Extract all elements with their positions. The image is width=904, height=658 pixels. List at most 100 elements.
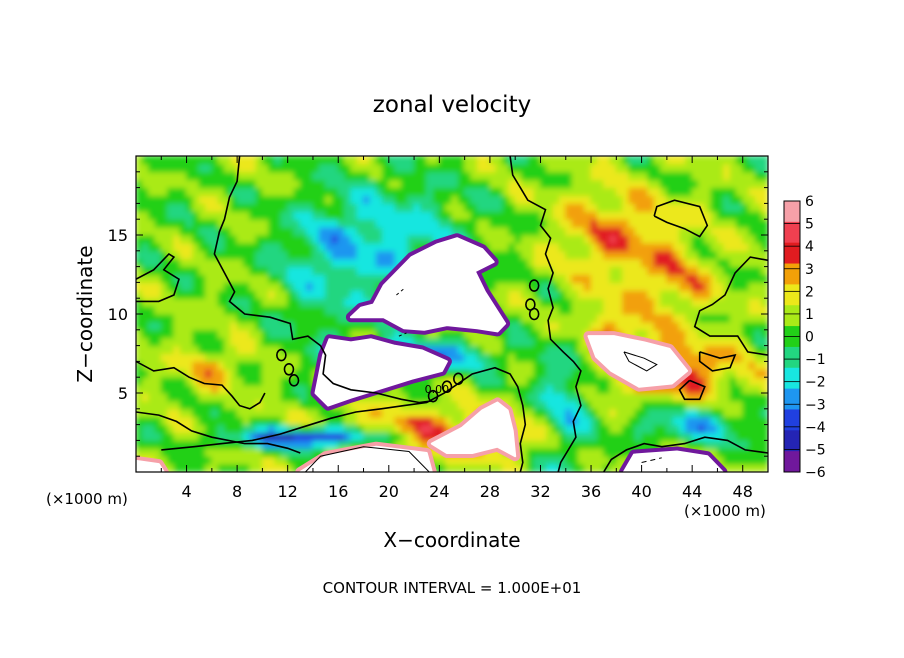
heat-cell (647, 297, 655, 307)
heat-cell (363, 258, 371, 268)
heat-cell (470, 337, 478, 347)
heat-cell (154, 289, 162, 299)
heat-cell (457, 226, 466, 236)
heat-cell (628, 179, 636, 189)
heat-cell (577, 242, 586, 252)
heat-cell (217, 258, 225, 268)
heat-cell (445, 400, 453, 410)
heat-cell (419, 392, 428, 402)
heat-cell (609, 250, 617, 260)
heat-cell (521, 258, 529, 268)
heat-cell (666, 258, 674, 268)
heat-cell (539, 447, 548, 457)
heat-cell (167, 195, 175, 204)
heat-cell (489, 234, 497, 244)
heat-cell (685, 416, 693, 426)
heat-cell (704, 384, 712, 394)
heat-cell (508, 226, 516, 236)
heat-cell (223, 392, 232, 402)
heat-cell (179, 163, 188, 173)
heat-cell (287, 281, 295, 291)
heat-cell (331, 202, 339, 212)
heat-cell (325, 163, 333, 173)
heat-cell (299, 376, 308, 386)
heat-cell (704, 416, 712, 426)
heat-cell (697, 234, 706, 244)
heat-cell (754, 368, 763, 378)
heat-cell (514, 195, 523, 204)
heat-cell (211, 289, 219, 299)
heat-cell (242, 297, 251, 307)
heat-cell (274, 258, 282, 268)
heat-cell (274, 337, 282, 347)
heat-cell (148, 329, 156, 339)
heat-cell (710, 218, 718, 228)
heat-cell (723, 424, 731, 433)
heat-cell (590, 360, 598, 370)
heat-cell (363, 289, 371, 299)
heat-cell (445, 171, 453, 181)
heat-cell (287, 234, 295, 244)
heat-cell (179, 416, 188, 426)
heat-cell (609, 274, 617, 283)
heat-cell (546, 202, 554, 212)
heat-cell (350, 195, 358, 204)
heat-cell (679, 156, 687, 165)
heat-cell (679, 337, 687, 347)
heat-cell (489, 455, 497, 465)
heat-cell (754, 195, 763, 204)
heat-cell (344, 416, 352, 426)
heat-cell (230, 274, 238, 283)
heat-cell (230, 210, 238, 220)
heat-cell (723, 297, 731, 307)
heat-cell (236, 337, 244, 347)
heat-cell (192, 281, 200, 291)
heat-cell (141, 384, 150, 394)
heat-cell (748, 416, 756, 426)
heat-cell (419, 226, 428, 236)
heat-cell (666, 210, 674, 220)
heat-cell (186, 376, 194, 386)
heat-cell (381, 195, 390, 204)
heat-cell (274, 368, 282, 378)
heat-cell (363, 195, 371, 204)
heat-cell (723, 195, 731, 204)
heat-cell (306, 250, 314, 260)
heat-cell (622, 313, 630, 323)
heat-cell (539, 242, 548, 252)
heat-cell (306, 447, 314, 457)
heat-cell (407, 187, 415, 196)
heat-cell (723, 463, 731, 472)
heat-cell (742, 353, 750, 362)
heat-cell (685, 439, 693, 449)
heat-cell (609, 305, 617, 315)
heat-cell (514, 424, 523, 433)
heat-cell (710, 305, 718, 315)
heat-cell (521, 210, 529, 220)
heat-cell (325, 416, 333, 426)
heat-cell (394, 432, 402, 441)
heat-cell (565, 281, 573, 291)
heat-cell (186, 305, 194, 315)
heat-cell (160, 187, 169, 196)
heat-cell (590, 226, 598, 236)
heat-cell (704, 376, 712, 386)
heat-cell (369, 218, 377, 228)
heat-cell (223, 266, 232, 275)
heat-cell (609, 416, 617, 426)
heat-cell (615, 297, 624, 307)
heat-cell (325, 234, 333, 244)
heat-cell (710, 171, 718, 181)
heat-cell (577, 313, 586, 323)
heat-cell (173, 305, 181, 315)
heat-cell (565, 226, 573, 236)
heat-cell (622, 439, 630, 449)
heat-cell (521, 376, 529, 386)
heat-cell (514, 226, 523, 236)
heat-cell (502, 179, 510, 189)
heat-cell (287, 266, 295, 275)
heat-cell (685, 353, 693, 362)
heat-cell (344, 195, 352, 204)
heat-cell (331, 432, 339, 441)
heat-cell (236, 163, 244, 173)
